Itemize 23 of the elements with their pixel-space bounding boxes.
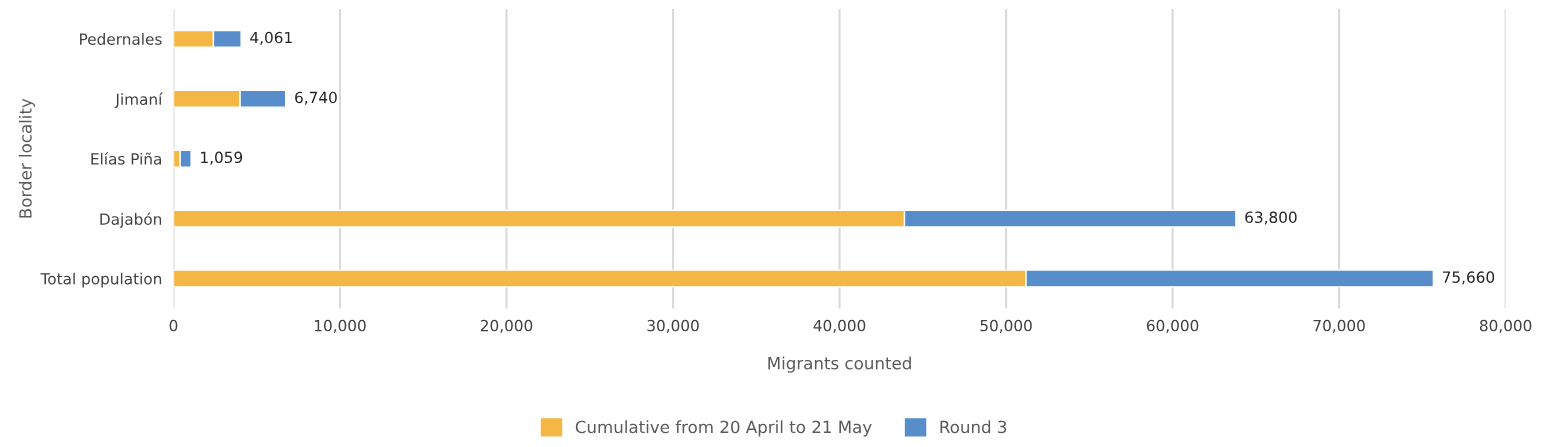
y-tick-label: Jimaní <box>114 92 163 108</box>
y-tick-label: Pedernales <box>80 33 162 45</box>
x-tick-label: 30,000 <box>647 319 699 333</box>
total-label: 1,059 <box>201 151 243 165</box>
y-tick-label: Elías Piña <box>91 152 161 165</box>
y-axis-title: Border locality <box>18 98 35 218</box>
legend-label: Cumulative from 20 April to 21 May <box>575 420 872 437</box>
x-tick-label: 10,000 <box>314 319 366 333</box>
x-tick-label: 70,000 <box>1313 319 1365 333</box>
x-tick-label: 40,000 <box>813 319 866 333</box>
x-tick-label: 20,000 <box>480 319 533 333</box>
total-label: 75,660 <box>1442 271 1495 285</box>
total-label: 63,800 <box>1245 211 1297 225</box>
y-tick-label: Dajabón <box>100 212 162 228</box>
total-label: 6,740 <box>295 91 337 105</box>
x-tick-label: 50,000 <box>980 319 1032 333</box>
x-tick-label: 60,000 <box>1146 319 1199 333</box>
total-label: 4,061 <box>250 31 292 45</box>
x-axis-title: Migrants counted <box>768 356 911 373</box>
y-tick-label: Total population <box>40 272 162 288</box>
x-tick-label: 80,000 <box>1479 319 1532 333</box>
legend-label: Round 3 <box>940 420 1007 434</box>
x-tick-label: 0 <box>169 319 178 332</box>
